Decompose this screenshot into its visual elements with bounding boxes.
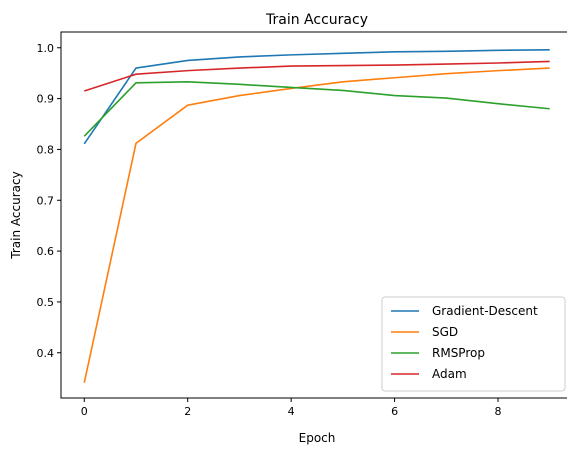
- y-tick-label: 1.0: [37, 42, 55, 55]
- series-line-adam: [84, 60, 550, 92]
- series-line-gradient-descent: [83, 48, 550, 145]
- x-tick-label: 6: [391, 405, 398, 418]
- x-tick-label: 2: [184, 405, 191, 418]
- y-tick-label: 0.8: [37, 143, 55, 156]
- legend-label: Gradient-Descent: [432, 304, 538, 318]
- legend: Gradient-Descent SGD RMSProp Adam: [381, 296, 566, 392]
- plot-lines: [83, 48, 550, 383]
- y-axis-ticks: 0.4 0.5 0.6 0.7 0.8 0.9 1.0: [37, 42, 61, 360]
- x-tick-label: 8: [495, 405, 502, 418]
- x-tick-label: 0: [81, 405, 88, 418]
- series-line-sgd: [83, 67, 550, 383]
- y-tick-label: 0.9: [37, 93, 55, 106]
- x-axis-ticks: 0 2 4 6 8: [81, 398, 502, 418]
- legend-label: SGD: [432, 325, 458, 339]
- legend-label: RMSProp: [432, 346, 485, 360]
- y-tick-label: 0.5: [37, 296, 55, 309]
- chart-title: Train Accuracy: [265, 12, 368, 28]
- x-axis-label: Epoch: [299, 431, 336, 445]
- y-tick-label: 0.7: [37, 194, 55, 207]
- plot-frame: [60, 31, 567, 399]
- x-tick-label: 4: [288, 405, 295, 418]
- legend-box: [381, 296, 566, 392]
- y-tick-label: 0.6: [37, 245, 55, 258]
- y-axis-label: Train Accuracy: [9, 171, 23, 259]
- y-tick-label: 0.4: [37, 347, 55, 360]
- legend-label: Adam: [432, 367, 467, 381]
- series-line-rmsprop: [83, 81, 550, 137]
